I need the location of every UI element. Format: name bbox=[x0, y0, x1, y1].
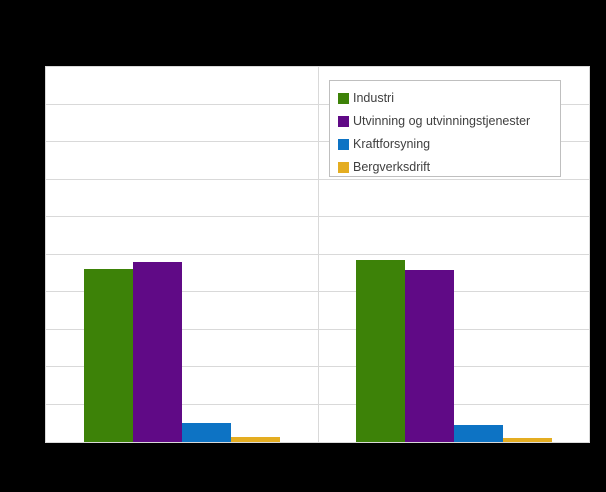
legend-label: Industri bbox=[353, 91, 394, 106]
bar-utvinning-og-utvinningstjenester bbox=[405, 270, 454, 442]
legend-label: Kraftforsyning bbox=[353, 137, 431, 152]
legend: Industri Utvinning og utvinningstjenester… bbox=[329, 80, 561, 177]
bar-industri bbox=[84, 269, 133, 442]
bar-group bbox=[84, 262, 280, 442]
legend-item: Utvinning og utvinningstjenester bbox=[338, 110, 560, 133]
legend-swatch-icon bbox=[338, 116, 349, 127]
legend-item: Bergverksdrift bbox=[338, 156, 560, 179]
bar-group bbox=[356, 260, 552, 442]
bar-kraftforsyning bbox=[182, 423, 231, 442]
legend-item: Industri bbox=[338, 87, 560, 110]
legend-label: Utvinning og utvinningstjenester bbox=[353, 114, 531, 129]
bar-utvinning-og-utvinningstjenester bbox=[133, 262, 182, 442]
bar-bergverksdrift bbox=[231, 437, 280, 442]
legend-label: Bergverksdrift bbox=[353, 160, 431, 175]
x-gridline bbox=[317, 67, 319, 442]
legend-swatch-icon bbox=[338, 93, 349, 104]
bar-industri bbox=[356, 260, 405, 442]
legend-item: Kraftforsyning bbox=[338, 133, 560, 156]
bar-kraftforsyning bbox=[454, 425, 503, 442]
legend-swatch-icon bbox=[338, 162, 349, 173]
bar-bergverksdrift bbox=[503, 438, 552, 442]
legend-swatch-icon bbox=[338, 139, 349, 150]
